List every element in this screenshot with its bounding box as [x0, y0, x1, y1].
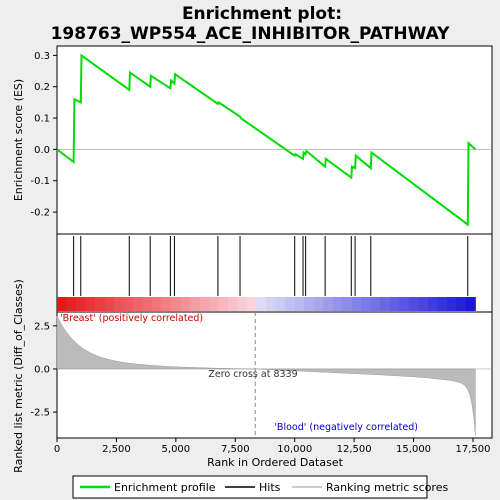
- x-tick-label: 7,500: [221, 444, 250, 455]
- color-band-segment: [437, 297, 448, 311]
- x-tick-label: 5,000: [162, 444, 191, 455]
- es-y-tick-label: -0.2: [30, 208, 50, 219]
- x-tick-label: 10,000: [277, 444, 312, 455]
- chart-title-line2: 198763_WP554_ACE_INHIBITOR_PATHWAY: [51, 24, 451, 44]
- color-band-segment: [370, 297, 381, 311]
- color-band-segment: [199, 297, 210, 311]
- color-band-segment: [332, 297, 343, 311]
- color-band-segment: [427, 297, 438, 311]
- zero-cross-label: Zero cross at 8339: [208, 369, 297, 380]
- color-band-segment: [465, 297, 476, 311]
- color-band-segment: [342, 297, 353, 311]
- color-band-segment: [123, 297, 134, 311]
- color-band-segment: [180, 297, 191, 311]
- color-band-segment: [275, 297, 286, 311]
- enrichment-profile-line: [56, 53, 477, 227]
- color-band-segment: [294, 297, 305, 311]
- es-y-tick-label: 0.2: [34, 82, 50, 93]
- color-band-segment: [285, 297, 296, 311]
- color-band-segment: [95, 297, 106, 311]
- color-band-segment: [418, 297, 429, 311]
- x-tick-label: 15,000: [396, 444, 431, 455]
- es-y-tick-label: -0.1: [30, 176, 50, 187]
- color-band-segment: [142, 297, 153, 311]
- es-panel-frame: [56, 45, 493, 235]
- es-y-tick-label: 0.0: [34, 145, 50, 156]
- legend-label-enrichment: Enrichment profile: [114, 481, 216, 494]
- color-band-segment: [104, 297, 115, 311]
- color-band-segment: [408, 297, 419, 311]
- color-band-segment: [323, 297, 334, 311]
- x-tick-label: 17,500: [455, 444, 490, 455]
- color-band-segment: [161, 297, 172, 311]
- es-y-tick-label: 0.3: [34, 51, 50, 62]
- color-band-segment: [446, 297, 457, 311]
- metric-y-axis-title: Ranked list metric (Diff_of_Classes): [12, 279, 25, 473]
- color-band-segment: [171, 297, 182, 311]
- ranking-metric-area: [56, 315, 476, 436]
- color-band-segment: [57, 297, 68, 311]
- positive-correlated-label: 'Breast' (positively correlated): [60, 313, 203, 324]
- color-band-segment: [209, 297, 220, 311]
- color-band-segment: [247, 297, 258, 311]
- legend-label-hits: Hits: [259, 481, 281, 494]
- x-tick-label: 0: [54, 444, 60, 455]
- x-axis-title: Rank in Ordered Dataset: [207, 456, 344, 469]
- color-band-segment: [256, 297, 267, 311]
- color-band-segment: [399, 297, 410, 311]
- color-band-segment: [313, 297, 324, 311]
- color-band-segment: [114, 297, 125, 311]
- negative-correlated-label: 'Blood' (negatively correlated): [274, 422, 418, 433]
- x-tick-label: 12,500: [337, 444, 372, 455]
- x-tick-label: 2,500: [102, 444, 131, 455]
- legend-label-ranking: Ranking metric scores: [326, 481, 448, 494]
- color-band-segment: [266, 297, 277, 311]
- color-band-segment: [456, 297, 467, 311]
- color-band-segment: [190, 297, 201, 311]
- color-band-segment: [133, 297, 144, 311]
- color-band-segment: [304, 297, 315, 311]
- color-band-segment: [85, 297, 96, 311]
- color-band-segment: [389, 297, 400, 311]
- color-band-segment: [237, 297, 248, 311]
- metric-y-tick-label: -2.5: [30, 408, 50, 419]
- color-band-segment: [152, 297, 163, 311]
- chart-title-line1: Enrichment plot:: [182, 4, 342, 24]
- es-y-tick-label: 0.1: [34, 114, 50, 125]
- color-band-segment: [380, 297, 391, 311]
- color-band-segment: [218, 297, 229, 311]
- metric-y-tick-label: 0.0: [34, 364, 50, 375]
- color-band-segment: [228, 297, 239, 311]
- color-band-segment: [66, 297, 77, 311]
- color-band-segment: [351, 297, 362, 311]
- color-band-segment: [361, 297, 372, 311]
- es-y-axis-title: Enrichment score (ES): [12, 79, 25, 201]
- metric-y-tick-label: 2.5: [34, 321, 50, 332]
- color-band-segment: [76, 297, 87, 311]
